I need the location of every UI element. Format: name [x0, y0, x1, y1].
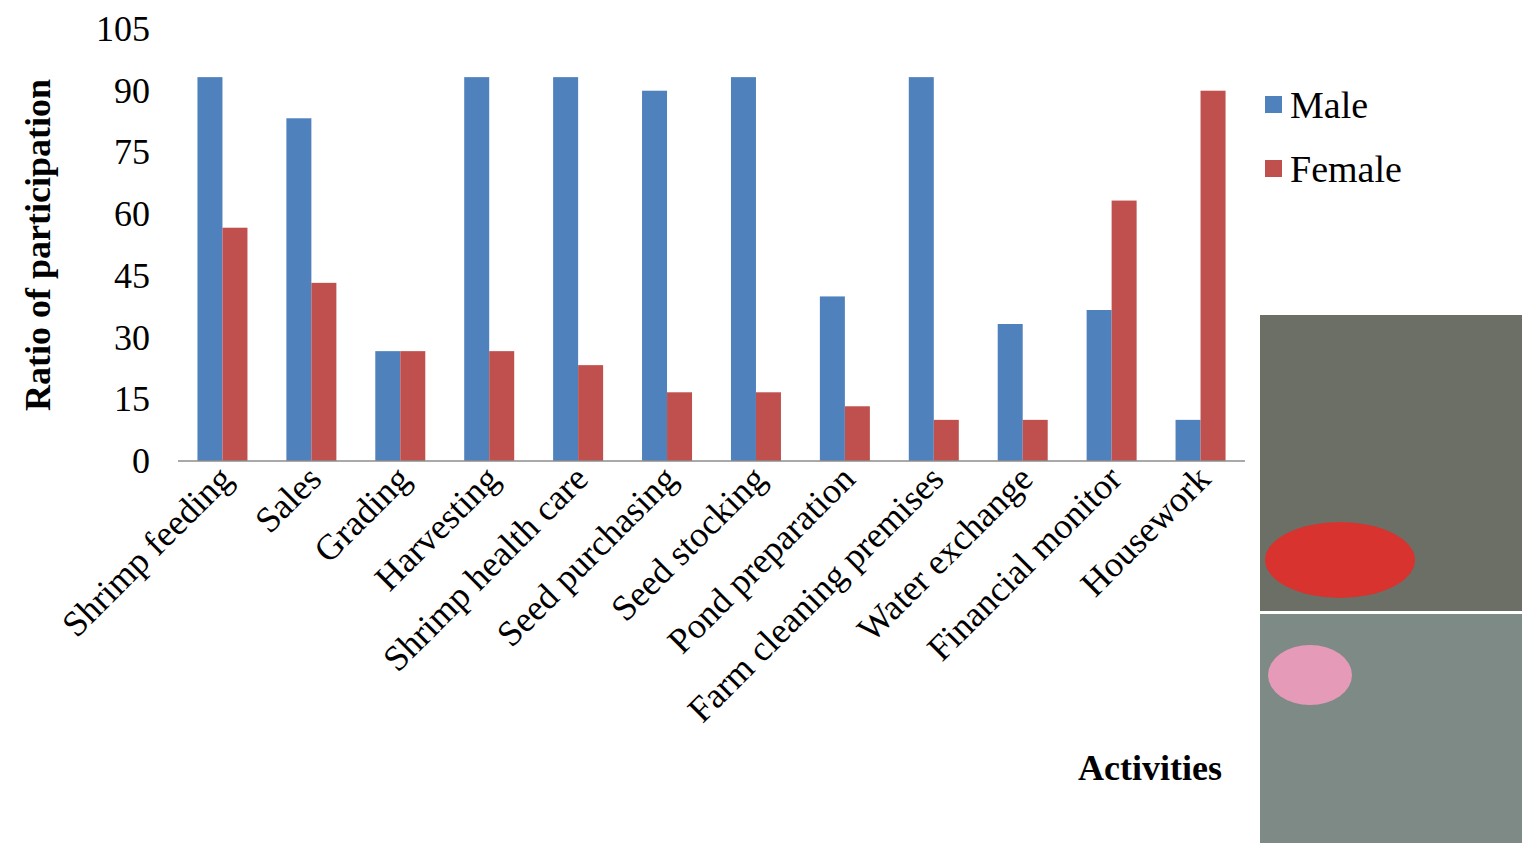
- y-tick-label: 90: [114, 71, 150, 111]
- bar: [375, 351, 400, 461]
- bar: [1087, 310, 1112, 461]
- bar: [1176, 420, 1201, 461]
- photo-detail: [1268, 645, 1352, 705]
- y-tick-label: 30: [114, 318, 150, 358]
- y-tick: [172, 399, 178, 400]
- x-tick-label: Sales: [247, 458, 329, 540]
- y-tick: [172, 29, 178, 30]
- bar: [820, 296, 845, 461]
- legend: Male Female: [1265, 84, 1402, 190]
- photo: [1260, 614, 1522, 843]
- photo-detail: [1265, 522, 1415, 598]
- y-tick: [172, 214, 178, 215]
- bar: [197, 77, 222, 461]
- bar: [642, 91, 667, 461]
- y-tick-label: 105: [96, 9, 150, 49]
- x-axis-title: Activities: [1078, 748, 1222, 788]
- y-tick: [172, 461, 178, 462]
- x-tick-label: Shrimp feeding: [54, 458, 240, 644]
- y-tick-label: 0: [132, 441, 150, 481]
- bar: [845, 406, 870, 461]
- bar: [998, 324, 1023, 461]
- bar: [286, 118, 311, 461]
- chart: 0153045607590105Shrimp feedingSalesGradi…: [0, 0, 1525, 846]
- bar: [222, 228, 247, 461]
- y-tick: [172, 90, 178, 91]
- x-tick-label: Housework: [1073, 458, 1219, 604]
- y-tick: [172, 337, 178, 338]
- bar: [489, 351, 514, 461]
- legend-swatch: [1265, 96, 1282, 113]
- bar: [311, 283, 336, 461]
- bar: [578, 365, 603, 461]
- photo: [1260, 315, 1522, 611]
- y-tick: [172, 152, 178, 153]
- bar: [756, 392, 781, 461]
- legend-label: Male: [1290, 84, 1368, 126]
- bar: [1112, 201, 1137, 461]
- y-tick-label: 15: [114, 379, 150, 419]
- y-tick: [172, 275, 178, 276]
- legend-swatch: [1265, 160, 1282, 177]
- bar: [400, 351, 425, 461]
- bars: [197, 77, 1225, 461]
- bar: [934, 420, 959, 461]
- bar: [731, 77, 756, 461]
- bar: [1023, 420, 1048, 461]
- bar: [464, 77, 489, 461]
- x-axis: [178, 460, 1245, 462]
- y-tick-label: 60: [114, 194, 150, 234]
- bar: [553, 77, 578, 461]
- bar: [909, 77, 934, 461]
- bar: [1201, 91, 1226, 461]
- y-axis-title: Ratio of participation: [18, 79, 58, 411]
- bar: [667, 392, 692, 461]
- y-tick-label: 75: [114, 132, 150, 172]
- legend-label: Female: [1290, 148, 1402, 190]
- y-tick-label: 45: [114, 256, 150, 296]
